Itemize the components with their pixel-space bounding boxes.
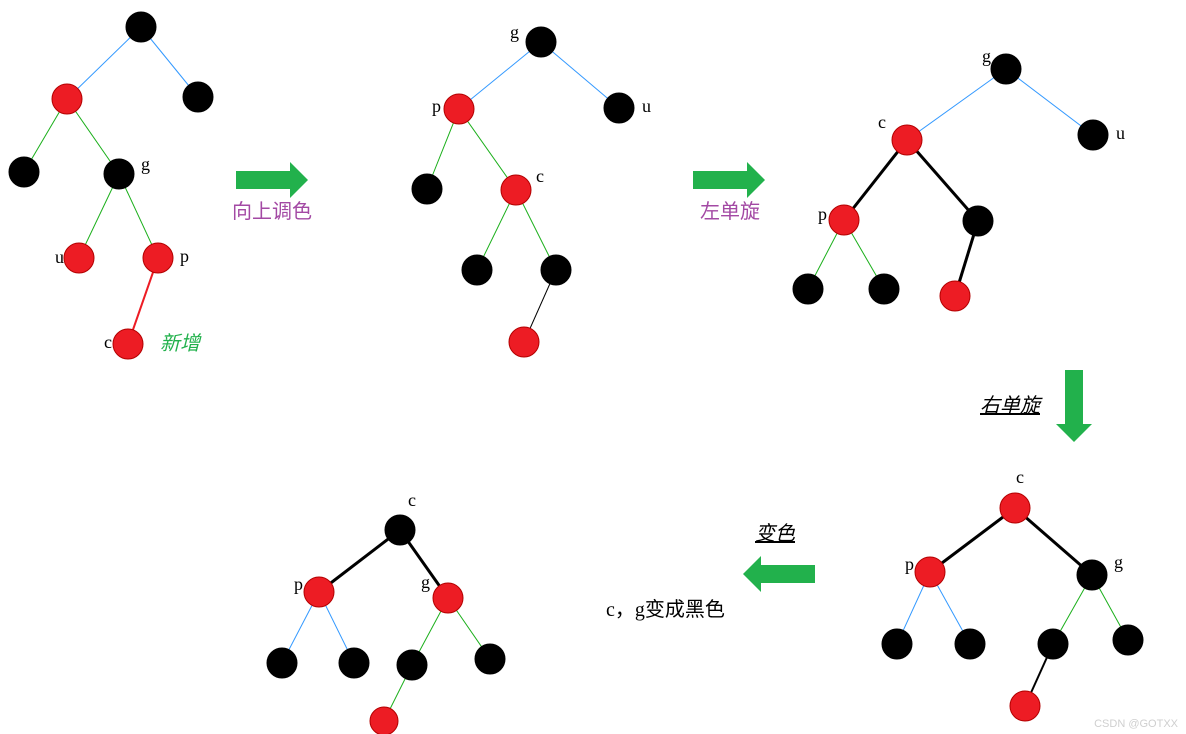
node-label: c <box>878 112 886 132</box>
tree-node <box>509 327 539 357</box>
tree-node <box>793 274 823 304</box>
node-label: g <box>421 572 430 592</box>
node-label: c <box>104 332 112 352</box>
flow-arrow <box>743 556 815 592</box>
tree-node <box>104 159 134 189</box>
flow-arrow <box>236 162 308 198</box>
annotation-text: 新增 <box>160 333 202 355</box>
tree-node <box>526 27 556 57</box>
tree-node <box>940 281 970 311</box>
tree-node <box>882 629 912 659</box>
node-label: p <box>294 574 303 594</box>
node-label: p <box>180 246 189 266</box>
annotation-text: 右单旋 <box>980 395 1043 417</box>
tree-edge <box>930 508 1015 572</box>
node-label: u <box>55 247 64 267</box>
tree-edge <box>459 42 541 109</box>
node-label: c <box>536 166 544 186</box>
annotation-text: 变色 <box>755 523 796 545</box>
tree-node <box>1010 691 1040 721</box>
annotation-text: 向上调色 <box>232 200 312 223</box>
tree-node <box>1113 625 1143 655</box>
tree-node <box>475 644 505 674</box>
tree-node <box>433 583 463 613</box>
tree-node <box>385 515 415 545</box>
node-label: p <box>432 96 441 116</box>
tree-node <box>370 707 398 734</box>
tree-node <box>501 175 531 205</box>
annotation-text: 左单旋 <box>700 200 760 223</box>
diagram-canvas: g u p c g p u c g c u p c p g c p g 新增 向上调色 左单旋右单旋变色 c，g变成黑色 <box>0 0 1186 734</box>
tree-edge <box>907 69 1006 140</box>
tree-node <box>1000 493 1030 523</box>
flow-arrow <box>1056 370 1092 442</box>
tree-node <box>143 243 173 273</box>
tree-node <box>1078 120 1108 150</box>
tree-node <box>444 94 474 124</box>
tree-node <box>915 557 945 587</box>
node-label: c <box>408 490 416 510</box>
tree-node <box>963 206 993 236</box>
tree-node <box>183 82 213 112</box>
tree-node <box>304 577 334 607</box>
tree-node <box>991 54 1021 84</box>
node-label: u <box>642 96 651 116</box>
tree-node <box>604 93 634 123</box>
tree-node <box>462 255 492 285</box>
tree-node <box>339 648 369 678</box>
tree-node <box>412 174 442 204</box>
tree-node <box>113 329 143 359</box>
node-label: g <box>1114 552 1123 572</box>
node-label: p <box>905 554 914 574</box>
tree-node <box>541 255 571 285</box>
tree-node <box>955 629 985 659</box>
node-label: g <box>982 46 991 66</box>
tree-edge <box>1006 69 1093 135</box>
annotation-text: c，g变成黑色 <box>606 598 725 621</box>
tree-node <box>397 650 427 680</box>
tree-node <box>267 648 297 678</box>
node-label: g <box>510 22 519 42</box>
tree-node <box>869 274 899 304</box>
node-label: c <box>1016 467 1024 487</box>
flow-arrow <box>693 162 765 198</box>
tree-node <box>892 125 922 155</box>
node-label: g <box>141 154 150 174</box>
tree-edge <box>907 140 978 221</box>
tree-node <box>64 243 94 273</box>
tree-node <box>9 157 39 187</box>
tree-node <box>52 84 82 114</box>
node-label: p <box>818 204 827 224</box>
tree-node <box>1077 560 1107 590</box>
tree-node <box>829 205 859 235</box>
node-label: u <box>1116 123 1125 143</box>
tree-node <box>126 12 156 42</box>
watermark-text: CSDN @GOTXX <box>1094 718 1178 730</box>
tree-node <box>1038 629 1068 659</box>
